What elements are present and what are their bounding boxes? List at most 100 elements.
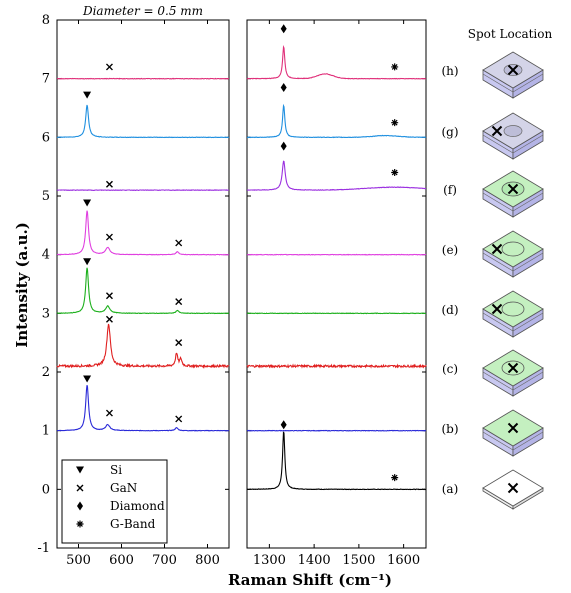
x-tick-label: 800 xyxy=(195,553,220,568)
spectrum-line-g-right xyxy=(246,103,427,139)
legend-label: G-Band xyxy=(110,517,156,531)
spectrum-line-b-left xyxy=(56,385,230,432)
triangle-marker xyxy=(83,199,92,207)
diamond-marker xyxy=(280,141,287,151)
diamond-marker xyxy=(280,420,287,430)
figure-header: Diameter = 0.5 mm xyxy=(82,4,203,18)
spot-diagram-b: (b) xyxy=(441,409,544,457)
legend-label: Diamond xyxy=(110,499,165,513)
spot-cross-marker xyxy=(507,362,519,374)
y-tick-label: 4 xyxy=(42,248,50,263)
spot-cross-marker xyxy=(507,64,519,76)
spectrum-line-g-left xyxy=(56,104,230,139)
y-tick-label: 5 xyxy=(42,189,50,204)
asterisk-marker xyxy=(391,119,399,127)
legend-box xyxy=(61,459,168,544)
spot-diagram-a: (a) xyxy=(442,469,544,510)
x-marker xyxy=(105,409,113,417)
spot-location-title: Spot Location xyxy=(468,27,553,41)
spot-label: (f) xyxy=(443,183,457,197)
spot-diagram-g: (g) xyxy=(441,112,544,160)
x-tick-label: 500 xyxy=(66,553,91,568)
y-tick-label: -1 xyxy=(37,541,50,556)
y-tick-label: 1 xyxy=(42,424,50,439)
spot-label: (g) xyxy=(441,125,458,139)
triangle-marker xyxy=(83,258,92,266)
y-tick-label: 7 xyxy=(42,72,50,87)
triangle-marker xyxy=(83,375,92,383)
x-axis-title: Raman Shift (cm⁻¹) xyxy=(228,571,392,589)
x-ticks: 500 600 700 800 1300 1400 1500 1600 xyxy=(66,20,420,568)
x-tick-label: 700 xyxy=(152,553,177,568)
y-tick-label: 6 xyxy=(42,130,50,145)
spot-diagram-h: (h) xyxy=(441,51,544,99)
spot-label: (a) xyxy=(442,482,459,496)
y-tick-label: 2 xyxy=(42,365,50,380)
left-panel-frame xyxy=(56,19,230,549)
legend-asterisk-marker xyxy=(76,520,84,528)
diamond-marker xyxy=(280,82,287,92)
y-tick-label: 0 xyxy=(42,482,50,497)
x-tick-label: 1500 xyxy=(342,553,375,568)
legend: Si GaN Diamond G-Band xyxy=(61,459,168,544)
y-axis-title: Intensity (a.u.) xyxy=(13,222,31,348)
x-marker xyxy=(175,415,183,423)
y-tick-label: 8 xyxy=(42,13,50,28)
spot-cross-marker xyxy=(507,482,519,494)
spot-cross-marker xyxy=(491,243,503,255)
spectrum-line-c-left xyxy=(56,323,230,370)
spot-cross-marker xyxy=(507,183,519,195)
spectrum-line-e-left xyxy=(56,210,230,256)
spectrum-line-d-left xyxy=(56,267,230,315)
asterisk-marker xyxy=(391,63,399,71)
peak-markers xyxy=(83,24,399,482)
spot-diagram-f: (f) xyxy=(443,170,544,218)
spot-location-column: (h) (g) (f) (e) (d) (c) (b) (a) xyxy=(441,51,544,510)
asterisk-marker xyxy=(391,474,399,482)
x-marker xyxy=(175,298,183,306)
right-panel-frame xyxy=(246,19,427,549)
spectra-traces xyxy=(56,44,427,491)
spectrum-line-a-right xyxy=(246,431,427,491)
spot-label: (d) xyxy=(441,303,458,317)
legend-diamond-marker xyxy=(77,501,83,511)
x-marker xyxy=(105,315,113,323)
spot-diagram-d: (d) xyxy=(441,290,544,338)
spot-diagram-c: (c) xyxy=(442,349,544,397)
x-tick-label: 1400 xyxy=(298,553,331,568)
x-tick-label: 600 xyxy=(109,553,134,568)
x-marker xyxy=(175,339,183,347)
triangle-marker xyxy=(83,91,92,99)
spot-diagram-e: (e) xyxy=(442,230,544,278)
x-marker xyxy=(105,63,113,71)
spectrum-line-b-right xyxy=(246,429,427,432)
y-tick-label: 3 xyxy=(42,306,50,321)
diamond-marker xyxy=(280,24,287,34)
spectrum-line-d-right xyxy=(247,312,427,315)
spot-label: (c) xyxy=(442,362,458,376)
spectrum-line-e-right xyxy=(246,253,427,256)
x-tick-label: 1600 xyxy=(387,553,420,568)
legend-label: GaN xyxy=(110,481,137,495)
spectrum-line-f-right xyxy=(247,160,426,191)
x-marker xyxy=(105,292,113,300)
x-marker xyxy=(105,233,113,241)
spot-cross-marker xyxy=(507,422,519,434)
spot-label: (h) xyxy=(441,64,458,78)
legend-x-marker xyxy=(76,484,84,492)
legend-triangle-marker xyxy=(76,466,84,474)
spectrum-line-f-left xyxy=(56,189,230,192)
spectrum-line-c-right xyxy=(246,363,427,369)
spot-label: (e) xyxy=(442,243,458,257)
spectrum-line-h-left xyxy=(57,77,230,80)
spot-label: (b) xyxy=(441,422,458,436)
spot-cross-marker xyxy=(491,125,503,137)
asterisk-marker xyxy=(391,169,399,177)
x-marker xyxy=(105,180,113,188)
spot-cross-marker xyxy=(491,303,503,315)
legend-label: Si xyxy=(110,463,122,477)
x-marker xyxy=(175,239,183,247)
x-tick-label: 1300 xyxy=(253,553,286,568)
spectrum-line-h-right xyxy=(246,44,427,80)
